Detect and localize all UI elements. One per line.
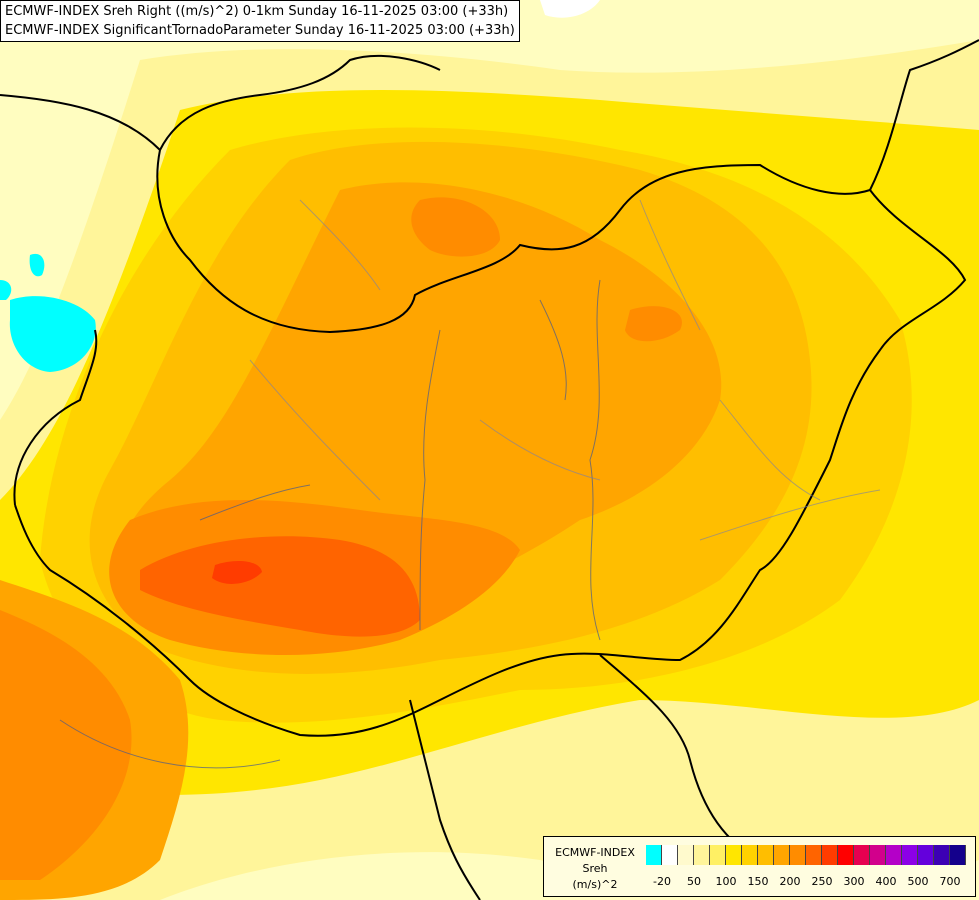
legend-swatch <box>886 845 902 865</box>
legend-tick-label: 250 <box>811 875 833 888</box>
field-white-top <box>540 0 600 18</box>
field-red-orange <box>140 536 420 637</box>
legend-swatch <box>822 845 838 865</box>
field-sw-dark-orange <box>0 610 132 880</box>
legend-swatch <box>790 845 806 865</box>
legend-swatch <box>902 845 918 865</box>
legend-line-2: Sreh <box>582 862 608 875</box>
title-line-2: ECMWF-INDEX SignificantTornadoParameter … <box>5 23 515 38</box>
legend-swatch <box>934 845 950 865</box>
color-legend: ECMWF-INDEX Sreh (m/s)^2 -20 50 100 150 200 2… <box>543 836 976 897</box>
legend-tick-label: -20 <box>653 875 671 888</box>
legend-tick-label: 100 <box>715 875 737 888</box>
legend-swatch <box>854 845 870 865</box>
legend-line-1: ECMWF-INDEX <box>555 846 635 859</box>
legend-swatch <box>742 845 758 865</box>
map-title-box: ECMWF-INDEX Sreh Right ((m/s)^2) 0-1km S… <box>0 0 520 42</box>
rivers <box>59 279 601 769</box>
legend-swatch <box>950 845 966 865</box>
field-cyan-lake <box>9 296 96 372</box>
legend-swatch <box>774 845 790 865</box>
legend-tick-label: 150 <box>747 875 769 888</box>
country-borders <box>0 39 979 900</box>
legend-swatch <box>678 845 694 865</box>
field-red <box>212 560 262 584</box>
legend-tick-label: 700 <box>939 875 961 888</box>
legend-line-3: (m/s)^2 <box>572 878 618 891</box>
legend-swatch <box>726 845 742 865</box>
legend-swatch <box>758 845 774 865</box>
legend-swatch <box>806 845 822 865</box>
legend-swatch <box>838 845 854 865</box>
field-cyan-spot <box>29 253 45 277</box>
legend-swatch <box>694 845 710 865</box>
legend-tick-label: 300 <box>843 875 865 888</box>
legend-swatch <box>710 845 726 865</box>
legend-tick-label: 500 <box>907 875 929 888</box>
legend-tick-label: 200 <box>779 875 801 888</box>
field-cyan-spot-2 <box>0 280 12 300</box>
legend-swatch <box>870 845 886 865</box>
title-line-1: ECMWF-INDEX Sreh Right ((m/s)^2) 0-1km S… <box>5 4 509 19</box>
legend-swatch <box>646 845 662 865</box>
legend-tick-label: 50 <box>687 875 701 888</box>
legend-tick-label: 400 <box>875 875 897 888</box>
legend-swatch <box>918 845 934 865</box>
field-dark-orange <box>411 197 500 257</box>
admin-lines <box>249 199 881 541</box>
field-dark-orange-2 <box>625 306 682 342</box>
legend-swatch <box>662 845 678 865</box>
